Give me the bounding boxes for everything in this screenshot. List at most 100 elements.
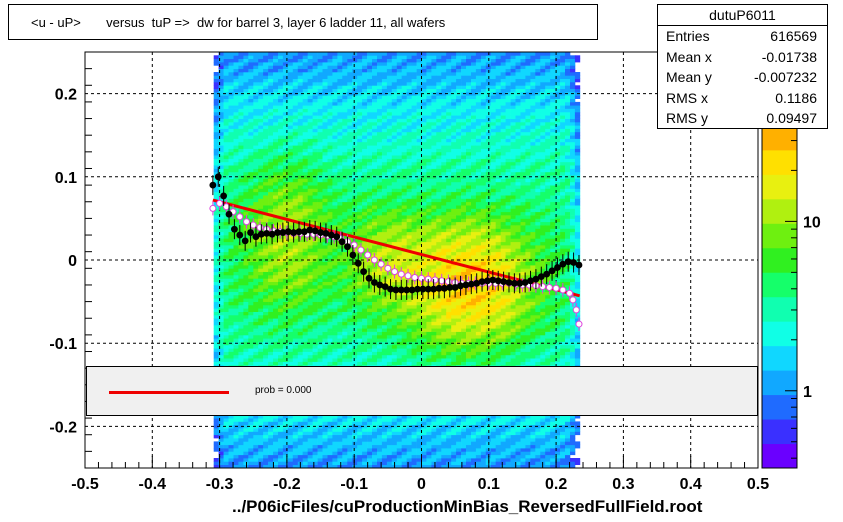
heat-cell (411, 458, 417, 462)
heat-cell (263, 88, 269, 93)
heat-cell (327, 175, 333, 179)
heat-cell (228, 128, 234, 133)
heat-cell (317, 271, 323, 276)
heat-cell (238, 195, 244, 199)
heat-cell (322, 105, 328, 109)
heat-cell (213, 291, 219, 296)
heat-cell (243, 448, 249, 452)
heat-cell (337, 95, 343, 99)
heat-cell (297, 434, 304, 439)
heat-cell (332, 278, 338, 282)
heat-cell (406, 58, 412, 63)
heat-cell (332, 175, 338, 179)
heat-cell (357, 68, 363, 73)
heat-cell (312, 451, 318, 456)
heat-cell (391, 221, 398, 226)
heat-cell (297, 321, 304, 326)
heat-cell (273, 298, 279, 302)
heat-cell (396, 52, 403, 56)
heat-cell (228, 165, 234, 169)
heat-cell (223, 98, 229, 103)
heat-cell (317, 311, 323, 316)
heat-cell (322, 88, 328, 93)
heat-cell (307, 318, 313, 322)
heat-cell (327, 72, 333, 76)
heat-cell (282, 128, 289, 133)
heat-cell (352, 165, 358, 169)
heat-cell (386, 208, 393, 213)
heat-cell (406, 52, 412, 56)
heat-cell (317, 215, 323, 219)
heat-cell (287, 268, 294, 272)
heat-cell (243, 151, 249, 156)
heat-cell (362, 248, 368, 253)
heat-cell (248, 218, 254, 223)
heat-cell (302, 454, 308, 459)
heat-cell (367, 188, 373, 193)
heat-cell (213, 55, 219, 59)
heat-cell (386, 235, 393, 239)
heat-cell (248, 145, 254, 149)
heat-cell (263, 155, 269, 159)
heat-cell (322, 72, 328, 76)
heat-cell (332, 361, 338, 366)
heat-cell (218, 311, 224, 316)
heat-cell (372, 434, 378, 439)
heat-cell (342, 421, 348, 426)
heat-cell (268, 221, 274, 226)
heat-cell (302, 171, 308, 176)
heat-cell (352, 334, 358, 339)
heat-cell (362, 225, 368, 229)
heat-cell (258, 321, 264, 326)
heat-cell (357, 228, 363, 233)
heat-cell (228, 261, 234, 266)
heat-cell (317, 285, 323, 289)
heat-cell (278, 145, 284, 149)
heat-cell (263, 121, 269, 126)
heat-cell (282, 245, 289, 249)
heat-cell (396, 321, 403, 326)
heat-cell (396, 85, 403, 89)
heat-cell (248, 331, 254, 336)
heat-cell (297, 208, 304, 213)
heat-cell (248, 125, 254, 129)
heat-cell (312, 208, 318, 213)
heat-cell (312, 268, 318, 272)
heat-cell (278, 185, 284, 189)
heat-cell (228, 268, 234, 272)
heat-cell (312, 294, 318, 299)
heat-cell (342, 218, 348, 223)
heat-cell (297, 261, 304, 266)
heat-cell (377, 151, 383, 156)
heat-cell (238, 461, 244, 465)
heat-cell (357, 424, 363, 429)
heat-cell (332, 441, 338, 446)
heat-cell (396, 55, 403, 59)
heat-cell (381, 338, 388, 342)
heat-cell (248, 304, 254, 309)
heat-cell (391, 225, 398, 229)
heat-cell (292, 351, 299, 356)
heat-cell (273, 148, 279, 153)
heat-cell (372, 448, 378, 452)
heat-cell (312, 191, 318, 196)
heat-cell (263, 268, 269, 272)
heat-cell (238, 288, 244, 292)
heat-cell (332, 105, 338, 109)
heat-cell (362, 298, 368, 302)
heat-cell (322, 151, 328, 156)
heat-cell (243, 131, 249, 136)
heat-cell (263, 334, 269, 339)
heat-cell (337, 171, 343, 176)
heat-cell (278, 281, 284, 286)
heat-cell (386, 148, 393, 153)
heat-cell (396, 131, 403, 136)
heat-cell (347, 181, 353, 186)
heat-cell (362, 145, 368, 149)
heat-cell (302, 271, 308, 276)
heat-cell (317, 138, 323, 143)
heat-cell (312, 418, 318, 422)
heat-cell (332, 341, 338, 346)
heat-cell (233, 361, 239, 366)
heat-cell (352, 225, 358, 229)
